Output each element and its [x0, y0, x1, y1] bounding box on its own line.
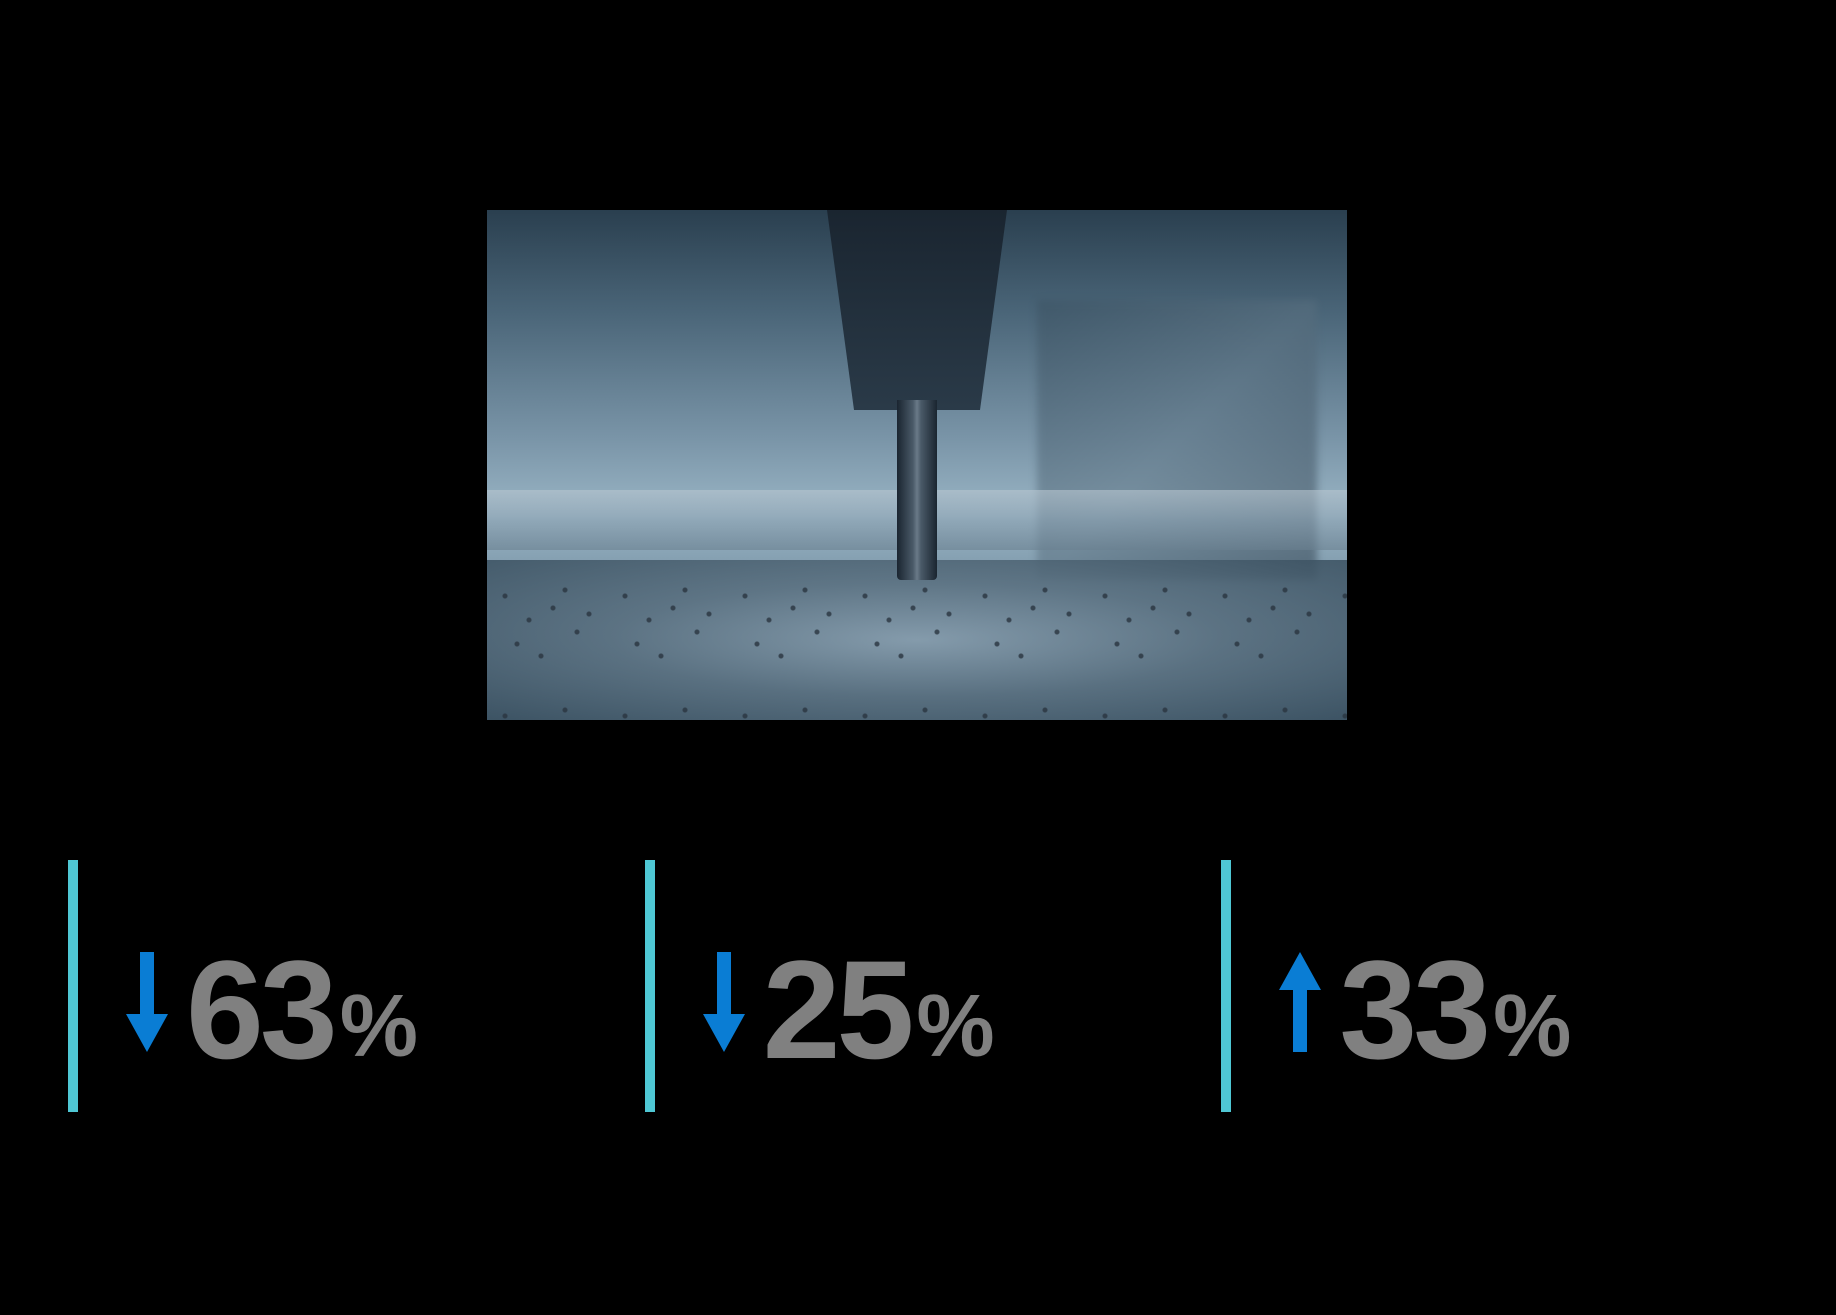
stat-block-2: 25 % — [645, 860, 1222, 1120]
hero-image — [487, 210, 1347, 720]
stat-block-1: 63 % — [68, 860, 645, 1120]
stat-content: 25 % — [703, 860, 995, 1080]
stat-block-3: 33 % — [1221, 860, 1798, 1120]
hero-rail — [487, 490, 1347, 550]
stat-value: 63 — [186, 940, 334, 1080]
stat-unit: % — [340, 982, 418, 1080]
stat-divider — [645, 860, 655, 1112]
stat-content: 33 % — [1279, 860, 1571, 1080]
stat-divider — [68, 860, 78, 1112]
arrow-down-icon — [703, 952, 745, 1052]
stat-unit: % — [916, 982, 994, 1080]
stats-row: 63 % 25 % 33 % — [68, 860, 1798, 1120]
arrow-up-icon — [1279, 952, 1321, 1052]
stat-value: 33 — [1339, 940, 1487, 1080]
hero-dots — [487, 560, 1347, 720]
arrow-down-icon — [126, 952, 168, 1052]
stat-unit: % — [1493, 982, 1571, 1080]
stat-divider — [1221, 860, 1231, 1112]
stat-value: 25 — [763, 940, 911, 1080]
stat-content: 63 % — [126, 860, 418, 1080]
